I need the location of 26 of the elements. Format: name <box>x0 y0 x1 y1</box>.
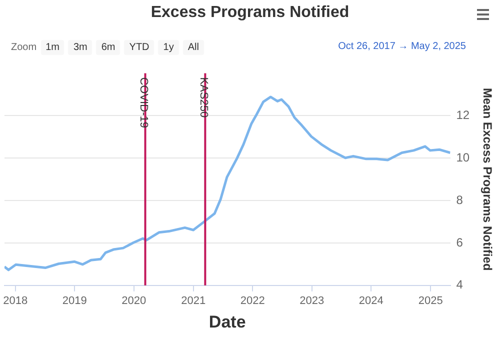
x-tick-label: 2021 <box>181 295 206 308</box>
x-tick-label: 2020 <box>122 295 146 308</box>
y-tick-label: 10 <box>456 150 470 164</box>
ref-line-label: COVID-19 <box>138 77 150 128</box>
x-tick-label: 2024 <box>358 295 384 308</box>
x-tick-label: 2018 <box>3 295 28 308</box>
x-tick-label: 2025 <box>418 295 443 308</box>
x-axis-title: Date <box>208 312 246 332</box>
text: All <box>182 40 204 55</box>
y-tick-label: 4 <box>456 278 464 292</box>
ref-line-label: KAS250 <box>198 77 210 118</box>
text: 3m <box>68 40 92 55</box>
text: Oct 26, 2017 → May 2, 2025 <box>338 41 466 52</box>
y-axis-title: Mean Excess Programs Notified <box>480 88 494 271</box>
text: Zoom <box>11 42 37 53</box>
y-tick-label: 12 <box>456 108 470 122</box>
text: YTD <box>124 40 154 55</box>
chart-title: Excess Programs Notified <box>150 4 350 22</box>
text: 1y <box>158 40 179 55</box>
x-tick-label: 2022 <box>240 295 265 308</box>
y-tick-label: 6 <box>456 235 464 250</box>
y-tick-label: 8 <box>456 192 464 207</box>
x-tick-label: 2023 <box>300 295 324 308</box>
text: 1m <box>40 40 64 55</box>
text: 6m <box>96 40 120 55</box>
x-tick-label: 2019 <box>62 295 87 308</box>
